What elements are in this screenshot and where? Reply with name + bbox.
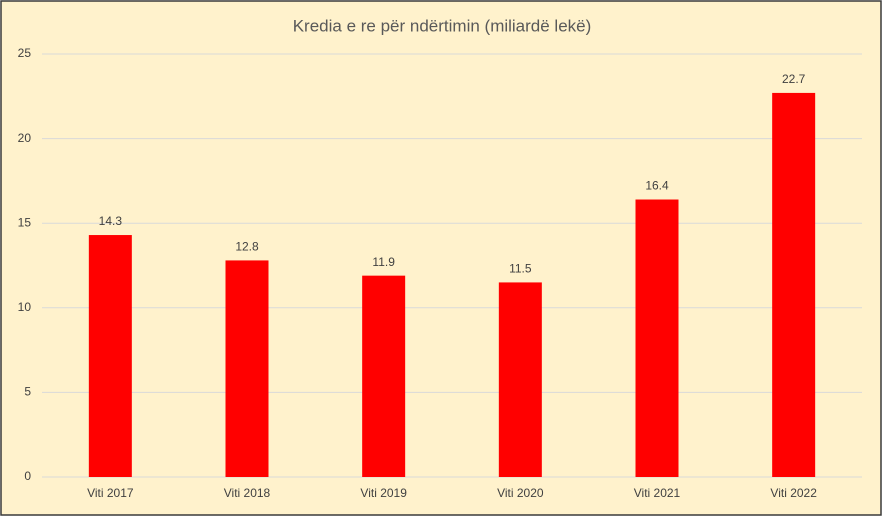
y-tick-label: 5 — [24, 385, 31, 399]
bar — [362, 275, 406, 477]
y-tick-label: 25 — [18, 46, 32, 60]
value-label: 16.4 — [645, 179, 669, 193]
bar — [88, 235, 132, 477]
chart-title: Kredia e re për ndërtimin (miliardë lekë… — [293, 16, 592, 35]
value-label: 12.8 — [235, 240, 259, 254]
value-label: 22.7 — [782, 72, 806, 86]
x-tick-label: Viti 2018 — [224, 486, 271, 500]
x-tick-label: Viti 2020 — [497, 486, 544, 500]
bar — [772, 92, 816, 477]
bar — [635, 199, 679, 477]
x-tick-label: Viti 2017 — [87, 486, 134, 500]
y-tick-label: 15 — [18, 215, 32, 229]
value-label: 11.9 — [372, 255, 395, 269]
bar — [225, 260, 269, 477]
x-tick-label: Viti 2022 — [770, 486, 817, 500]
y-tick-label: 0 — [24, 469, 31, 483]
y-tick-label: 10 — [18, 300, 32, 314]
bar — [498, 282, 542, 477]
x-tick-label: Viti 2021 — [634, 486, 681, 500]
y-tick-label: 20 — [18, 131, 32, 145]
value-label: 11.5 — [509, 262, 532, 276]
x-tick-label: Viti 2019 — [360, 486, 407, 500]
value-label: 14.3 — [99, 214, 123, 228]
